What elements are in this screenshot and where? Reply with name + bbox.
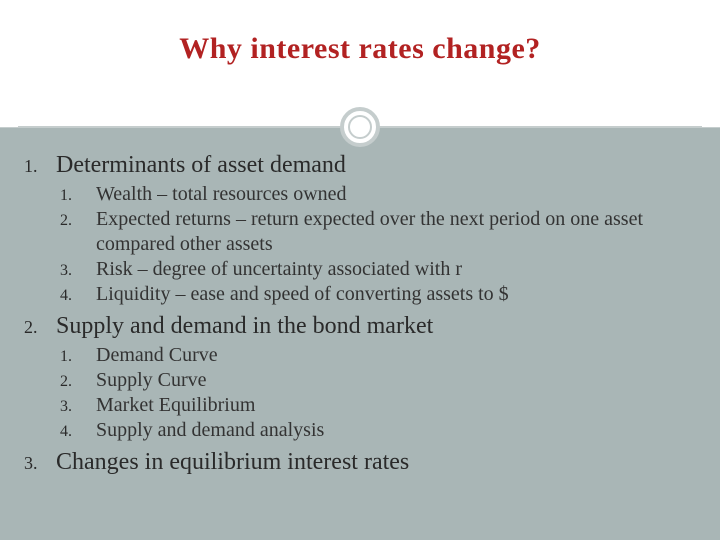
- outline-subitem: 2. Expected returns – return expected ov…: [22, 207, 698, 257]
- outline-subitem: 4. Liquidity – ease and speed of convert…: [22, 282, 698, 307]
- outline-sub-text: Liquidity – ease and speed of converting…: [96, 282, 509, 307]
- outline-number: 3.: [22, 453, 56, 474]
- outline-subitem: 3. Market Equilibrium: [22, 393, 698, 418]
- outline-sub-number: 2.: [56, 373, 96, 391]
- outline-sub-number: 1.: [56, 348, 96, 366]
- outline-sub-number: 4.: [56, 423, 96, 441]
- outline-subitem: 1. Demand Curve: [22, 343, 698, 368]
- outline-sub-number: 3.: [56, 262, 96, 280]
- outline-sub-text: Wealth – total resources owned: [96, 182, 347, 207]
- outline-subitem: 3. Risk – degree of uncertainty associat…: [22, 257, 698, 282]
- outline-sub-number: 4.: [56, 287, 96, 305]
- outline-sub-text: Demand Curve: [96, 343, 218, 368]
- outline-item: 2. Supply and demand in the bond market: [22, 311, 698, 341]
- outline-sub-number: 1.: [56, 187, 96, 205]
- slide-title: Why interest rates change?: [0, 0, 720, 66]
- slide-content: 1. Determinants of asset demand 1. Wealt…: [0, 128, 720, 477]
- outline-item: 1. Determinants of asset demand: [22, 150, 698, 180]
- outline-subitem: 1. Wealth – total resources owned: [22, 182, 698, 207]
- outline-sub-number: 3.: [56, 398, 96, 416]
- slide-header: Why interest rates change?: [0, 0, 720, 128]
- outline-sub-text: Market Equilibrium: [96, 393, 255, 418]
- outline-sub-text: Supply and demand analysis: [96, 418, 324, 443]
- outline-text: Determinants of asset demand: [56, 150, 346, 180]
- outline-text: Changes in equilibrium interest rates: [56, 447, 409, 477]
- outline-sub-number: 2.: [56, 212, 96, 230]
- outline-sub-text: Risk – degree of uncertainty associated …: [96, 257, 462, 282]
- outline-section: 3. Changes in equilibrium interest rates: [22, 447, 698, 477]
- outline-section: 1. Determinants of asset demand 1. Wealt…: [22, 150, 698, 307]
- outline-item: 3. Changes in equilibrium interest rates: [22, 447, 698, 477]
- outline-subitem: 4. Supply and demand analysis: [22, 418, 698, 443]
- outline-sub-text: Expected returns – return expected over …: [96, 207, 698, 257]
- outline-subitem: 2. Supply Curve: [22, 368, 698, 393]
- outline-number: 2.: [22, 317, 56, 338]
- ring-decoration-icon: [340, 107, 380, 147]
- outline-section: 2. Supply and demand in the bond market …: [22, 311, 698, 443]
- outline-text: Supply and demand in the bond market: [56, 311, 433, 341]
- outline-sub-text: Supply Curve: [96, 368, 207, 393]
- outline-number: 1.: [22, 156, 56, 177]
